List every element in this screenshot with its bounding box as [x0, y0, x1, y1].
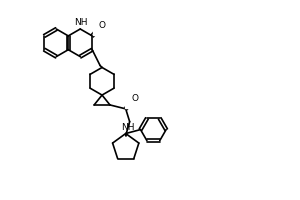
Text: O: O [131, 94, 138, 103]
Text: NH: NH [121, 123, 134, 132]
Text: NH: NH [74, 18, 88, 27]
Text: O: O [98, 21, 106, 30]
